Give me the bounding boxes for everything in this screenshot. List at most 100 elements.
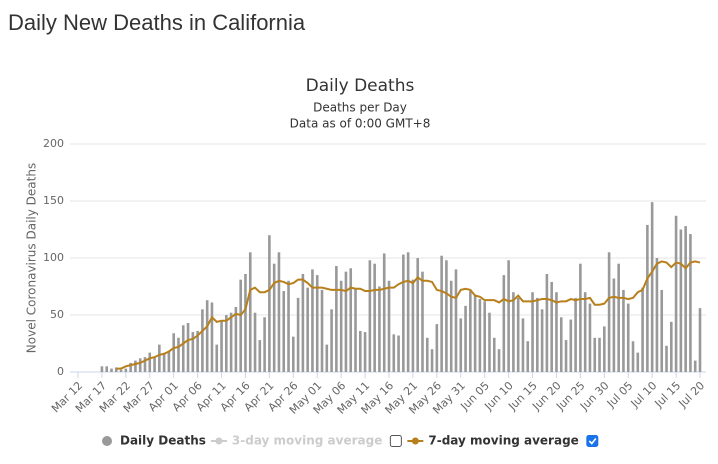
bar [244,273,247,372]
bar [258,340,262,372]
bar [497,349,501,372]
bar [282,291,286,372]
bar [215,344,219,372]
bar [469,291,472,372]
bar [689,234,692,372]
bar [531,292,534,372]
y-tick-label: 50 [50,308,64,321]
legend-symbol [411,437,419,445]
bar [363,332,367,372]
bar [100,366,104,372]
bar [698,308,702,372]
bar [674,215,678,372]
bar [172,333,175,372]
bar [669,321,673,372]
legend-label: 3-day moving average [232,434,382,448]
bar [416,258,420,372]
bar [110,368,113,372]
bar [545,273,549,372]
bar [660,289,664,372]
x-tick-label: Jul 10 [628,379,660,411]
bar [603,326,606,372]
bar [569,319,573,372]
bar [598,337,601,372]
bar [268,235,271,372]
bar [335,265,338,372]
legend-label: 7-day moving average [428,434,578,448]
bar [507,260,510,372]
bar [473,294,477,372]
bar [421,271,424,372]
bar [449,280,453,372]
bar [134,360,137,372]
bar [354,288,357,372]
bar [148,352,152,372]
bar [253,312,257,372]
checkmark [588,438,597,445]
bar [320,289,324,372]
bar [483,301,486,372]
bar [234,307,238,372]
bar [339,280,343,372]
bar [248,252,252,372]
bar [454,269,458,372]
bar [277,252,281,372]
legend-item[interactable]: 7-day moving average [407,434,579,448]
bar [292,336,295,372]
legend-symbol [215,437,223,445]
bar [229,312,233,372]
bar [641,287,644,372]
x-tick-label: Jul 20 [676,379,708,411]
page-title: Daily New Deaths in California [8,10,306,35]
bar [636,352,640,372]
bar [272,263,276,372]
bar [626,303,630,372]
bar [114,367,118,372]
bar [167,351,171,372]
bar [579,263,582,372]
bar [330,309,333,372]
y-tick-label: 0 [57,365,64,378]
bar [191,332,195,372]
bar [559,317,563,372]
bar [435,324,439,372]
bar [492,337,496,372]
legend-item[interactable]: Daily Deaths [102,434,206,448]
bar [373,263,376,372]
bar [536,297,539,372]
x-tick-label: Jul 05 [604,379,636,411]
bar [105,366,109,372]
bar [593,337,597,372]
legend-item[interactable]: 3-day moving average [210,434,382,448]
y-tick-label: 200 [43,137,64,150]
bar [181,325,185,372]
bar [459,318,463,372]
bar [665,345,668,372]
moving-average-line [116,260,701,370]
bar [445,260,448,372]
bar [397,335,400,372]
bar [679,229,683,372]
bar [583,292,587,372]
bar [392,334,396,372]
legend-label: Daily Deaths [120,434,206,448]
bar [684,226,687,372]
bar [502,275,506,372]
bar [153,357,156,372]
bar [263,317,266,372]
bar [344,271,348,372]
bar [655,258,659,372]
bar [162,353,166,372]
bar [588,303,592,372]
y-tick-label: 100 [43,251,64,264]
bar [196,330,199,372]
bar [631,341,635,372]
bar [612,278,616,372]
checkbox[interactable] [586,435,599,447]
checkbox[interactable] [389,435,402,447]
bar [201,309,204,372]
bar [464,305,467,372]
bar [478,299,482,372]
